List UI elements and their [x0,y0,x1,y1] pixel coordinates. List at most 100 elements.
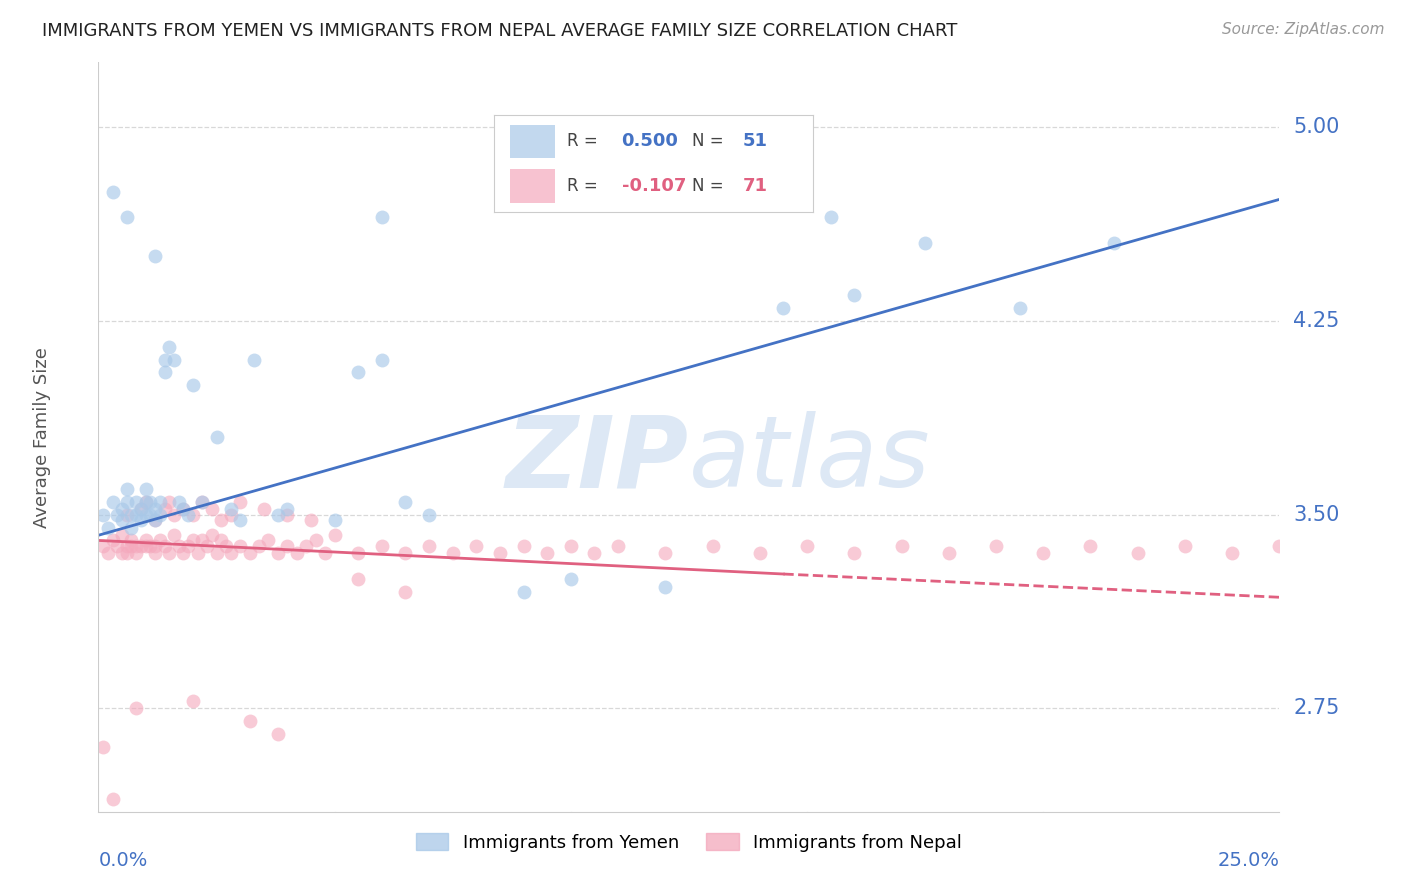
Point [129,502,152,516]
Text: ZIP: ZIP [506,411,689,508]
Point [371,211,394,225]
Point [394,546,416,560]
Point [181,693,204,707]
Point [177,539,200,553]
Point [91,740,114,755]
Point [347,546,370,560]
Point [1174,539,1197,553]
Point [163,528,186,542]
Point [820,211,842,225]
Point [984,539,1007,553]
Point [101,185,124,199]
Point [167,494,190,508]
Point [115,546,138,560]
Point [394,585,416,599]
Point [111,502,134,516]
Point [129,513,152,527]
Point [181,378,204,392]
Point [125,494,148,508]
Text: IMMIGRANTS FROM YEMEN VS IMMIGRANTS FROM NEPAL AVERAGE FAMILY SIZE CORRELATION C: IMMIGRANTS FROM YEMEN VS IMMIGRANTS FROM… [42,22,957,40]
Point [149,533,172,548]
Point [172,546,194,560]
Point [143,502,166,516]
Point [125,508,148,522]
Point [129,502,152,516]
Point [772,301,794,315]
Point [181,508,204,522]
Point [91,539,114,553]
Text: Source: ZipAtlas.com: Source: ZipAtlas.com [1222,22,1385,37]
Point [512,585,534,599]
Point [121,533,143,548]
Point [129,539,152,553]
Point [229,494,252,508]
Point [314,546,336,560]
Point [253,502,276,516]
Point [143,513,166,527]
Text: 2.75: 2.75 [1294,698,1340,718]
Point [101,792,124,806]
Point [1008,301,1031,315]
Point [163,352,186,367]
Point [205,546,228,560]
Point [135,539,157,553]
Point [844,546,866,560]
Text: 25.0%: 25.0% [1218,851,1279,870]
Point [91,508,114,522]
Point [157,340,180,354]
Point [97,520,120,534]
Point [172,502,194,516]
Point [607,539,630,553]
Point [111,546,134,560]
Point [1080,539,1102,553]
Point [187,546,209,560]
Point [163,508,186,522]
Point [115,211,138,225]
Point [890,539,912,553]
Point [371,539,394,553]
Point [305,533,328,548]
Point [101,494,124,508]
Point [239,714,262,729]
Text: 3.50: 3.50 [1294,505,1340,524]
Point [172,502,194,516]
Point [205,430,228,444]
Point [135,494,157,508]
Point [560,572,582,586]
Point [191,494,214,508]
Point [938,546,960,560]
Point [418,508,440,522]
Point [465,539,488,553]
Legend: Immigrants from Yemen, Immigrants from Nepal: Immigrants from Yemen, Immigrants from N… [409,826,969,859]
Point [215,539,238,553]
Point [796,539,818,553]
Point [181,533,204,548]
Point [191,494,214,508]
Point [143,249,166,263]
Point [149,494,172,508]
Point [125,701,148,715]
Text: 0.0%: 0.0% [98,851,148,870]
Point [583,546,606,560]
Point [105,539,128,553]
Point [630,185,652,199]
Point [654,546,676,560]
Point [135,494,157,508]
Point [153,539,176,553]
Point [347,572,370,586]
Point [125,546,148,560]
Point [139,494,162,508]
Point [135,508,157,522]
Point [654,580,676,594]
Point [418,539,440,553]
Point [441,546,464,560]
Point [229,513,252,527]
Point [143,539,166,553]
Point [1032,546,1054,560]
Point [1268,539,1291,553]
Point [111,528,134,542]
Point [177,508,200,522]
Point [219,508,242,522]
Point [101,533,124,548]
Point [323,528,346,542]
